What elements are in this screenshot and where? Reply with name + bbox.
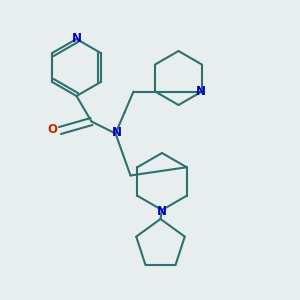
Text: O: O [47,123,58,136]
Text: N: N [71,32,82,46]
Text: N: N [157,205,167,218]
Text: N: N [111,126,122,139]
Text: N: N [195,85,206,98]
